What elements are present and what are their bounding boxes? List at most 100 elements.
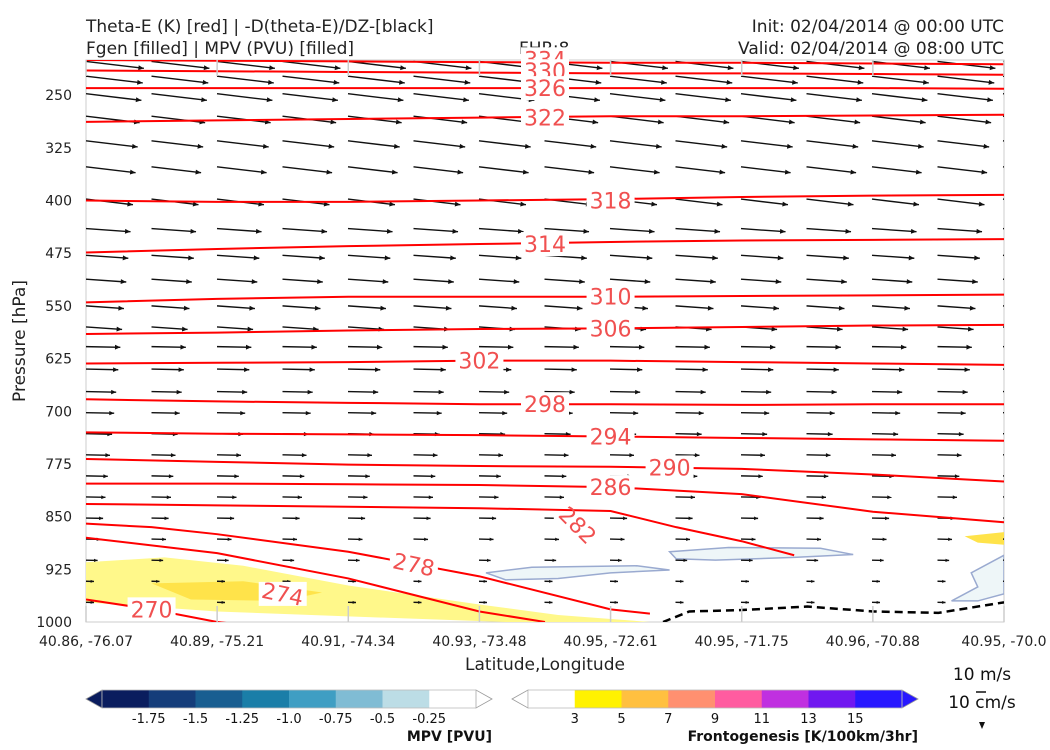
wind-vector xyxy=(740,305,780,310)
wind-vector xyxy=(740,93,797,102)
wind-vector-head xyxy=(581,255,587,261)
wind-vector-head xyxy=(588,169,595,175)
wind-vector xyxy=(151,326,188,331)
wind-vector-head xyxy=(915,169,922,175)
wind-vector-head xyxy=(297,495,303,500)
wind-vector xyxy=(1002,60,1004,63)
wind-vector-head xyxy=(170,453,176,458)
wind-vector xyxy=(413,278,454,283)
wind-vector-head xyxy=(563,453,569,458)
wind-vector xyxy=(216,60,275,70)
wind-vector-head xyxy=(856,97,862,103)
x-tick-label: 40.93, -73.48 xyxy=(432,634,526,650)
wind-vector-head xyxy=(234,474,239,479)
wind-vector xyxy=(216,166,267,174)
mpv-negative-patch xyxy=(667,546,854,561)
colorbar-tick-label: 11 xyxy=(753,712,770,727)
contour-label-bg xyxy=(521,105,569,130)
wind-vector-head xyxy=(522,169,529,175)
mpv-colorbar-title: MPV [PVU] xyxy=(407,729,492,745)
wind-vector-head xyxy=(442,344,448,350)
wind-vector xyxy=(478,254,522,259)
wind-vector-head xyxy=(841,279,847,285)
wind-vector-head xyxy=(579,279,585,285)
contour-label-bg xyxy=(521,76,569,101)
wind-vector-head xyxy=(183,305,190,311)
wind-vector-head xyxy=(821,495,827,500)
wind-vector-head xyxy=(131,143,138,149)
wind-vector xyxy=(347,75,405,84)
wind-vector-head xyxy=(835,344,841,350)
wind-vector-head xyxy=(1020,474,1024,478)
wind-vector-head xyxy=(569,389,575,395)
wind-vector xyxy=(675,75,733,84)
wind-vector xyxy=(937,198,985,206)
contour-label-bg xyxy=(455,348,504,373)
wind-vector-head xyxy=(232,495,237,500)
wind-vector-head xyxy=(245,344,252,350)
wind-vector-head xyxy=(227,537,232,542)
wind-vector-head xyxy=(1022,453,1027,457)
wind-vector-head xyxy=(376,344,383,350)
wind-vector-head xyxy=(988,79,995,85)
wind-vector-head xyxy=(819,516,824,521)
y-tick-label: 775 xyxy=(45,457,72,473)
theta-e-label-306: 306 xyxy=(590,317,632,342)
wind-vector xyxy=(806,115,861,124)
wind-vector xyxy=(216,305,256,310)
wind-vector xyxy=(937,227,983,233)
colorbar-tick-label: -1.75 xyxy=(132,712,166,727)
vector-key-arrow-v xyxy=(979,722,985,729)
wind-vector-head xyxy=(221,600,225,604)
wind-vector-head xyxy=(779,228,786,234)
wind-vector xyxy=(544,368,577,371)
wind-vector xyxy=(609,140,662,148)
fgen-colorbar-title: Frontogenesis [K/100km/3hr] xyxy=(688,729,918,745)
dthetae-dz-contour xyxy=(662,601,1004,622)
wind-vector-head xyxy=(850,169,857,175)
wind-vector-head xyxy=(333,79,340,85)
colorbar-swatch xyxy=(195,690,243,708)
wind-vector-head xyxy=(852,143,859,149)
wind-vector xyxy=(675,115,730,124)
theta-e-label-310: 310 xyxy=(590,286,632,311)
wind-vector-head xyxy=(644,279,651,285)
colorbar-swatch xyxy=(855,690,903,708)
wind-vector-head xyxy=(833,367,839,372)
init-time: Init: 02/04/2014 @ 00:00 UTC xyxy=(752,17,1004,37)
wind-vector-head xyxy=(945,558,950,562)
wind-vector-head xyxy=(186,279,192,285)
wind-vector xyxy=(740,198,789,206)
x-tick-label: 40.95, -72.61 xyxy=(564,634,658,650)
wind-vector xyxy=(871,278,913,283)
wind-vector-head xyxy=(942,600,946,604)
wind-vector-head xyxy=(758,474,763,479)
wind-vector-head xyxy=(319,255,325,261)
wind-vector xyxy=(740,140,793,148)
wind-vector xyxy=(675,93,731,102)
colorbar-tick-label: -0.25 xyxy=(412,712,446,727)
wind-vector-head xyxy=(823,474,829,479)
wind-vector-head xyxy=(486,558,491,562)
wind-vector-head xyxy=(137,79,143,85)
contour-label-bg xyxy=(586,188,635,213)
wind-vector-head xyxy=(307,389,313,395)
wind-vector-head xyxy=(122,255,129,261)
wind-vector-head xyxy=(1026,411,1031,415)
wind-vector xyxy=(1002,345,1004,348)
wind-vector-head xyxy=(879,558,884,562)
wind-vector-head xyxy=(900,344,907,350)
wind-vector-head xyxy=(1044,202,1050,207)
y-axis-ticks: 250 325 400 475 550 625 700 775 850 925 1000 xyxy=(36,88,72,631)
wind-vector xyxy=(151,254,194,259)
wind-vector xyxy=(86,166,136,174)
wind-vector-head xyxy=(771,326,778,332)
theta-e-contour-318 xyxy=(86,193,1004,203)
wind-vector-head xyxy=(642,305,648,311)
wind-vector xyxy=(413,305,452,310)
wind-vector xyxy=(413,93,469,102)
wind-vector-head xyxy=(775,279,782,285)
wind-vector-head xyxy=(974,255,980,261)
wind-vector-head xyxy=(707,305,714,311)
wind-vector xyxy=(282,368,315,371)
